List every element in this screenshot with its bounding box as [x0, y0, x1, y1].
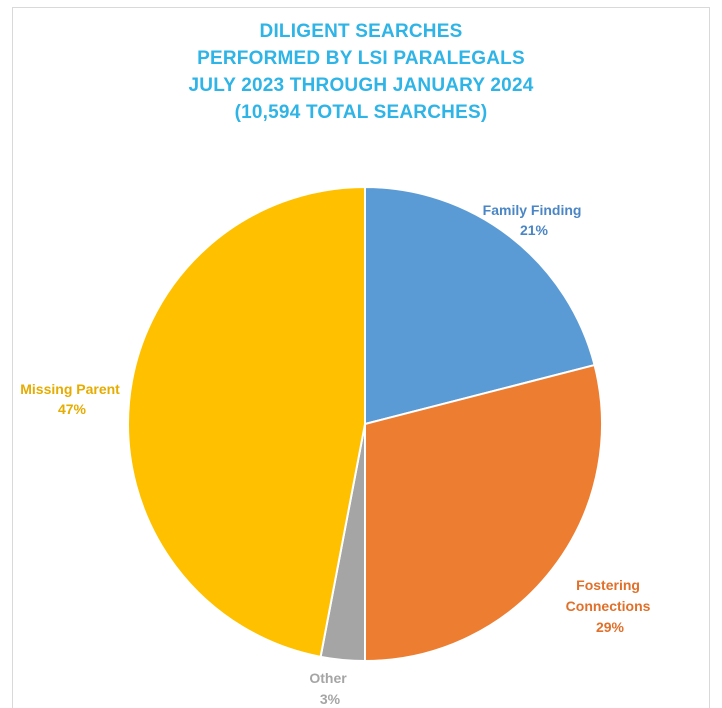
pie-slice-fostering-connections [364, 363, 603, 663]
label-fostering-connections-name-1: Fostering [576, 577, 640, 593]
chart-title: DILIGENT SEARCHES PERFORMED BY LSI PARAL… [0, 18, 722, 126]
pie-slice-missing-parent [127, 185, 366, 658]
chart-title-line-3: JULY 2023 THROUGH JANUARY 2024 [188, 75, 534, 96]
label-family-finding-value: 21% [520, 222, 549, 238]
label-missing-parent-name: Missing Parent [20, 381, 120, 397]
label-missing-parent-value: 47% [58, 401, 87, 417]
label-fostering-connections-name-2: Connections [566, 598, 651, 614]
chart-title-line-2: PERFORMED BY LSI PARALEGALS [197, 48, 525, 69]
label-other-name: Other [309, 670, 347, 686]
label-other-value: 3% [320, 691, 341, 707]
label-other: Other 3% [309, 670, 350, 707]
pie-slices [127, 185, 603, 663]
label-fostering-connections: Fostering Connections 29% [566, 577, 655, 635]
label-family-finding-name: Family Finding [483, 202, 582, 218]
label-fostering-connections-value: 29% [596, 619, 625, 635]
label-missing-parent: Missing Parent 47% [20, 381, 123, 417]
chart-title-line-1: DILIGENT SEARCHES [259, 21, 463, 42]
chart-title-line-4: (10,594 TOTAL SEARCHES) [234, 102, 488, 123]
pie-slice-family-finding [364, 185, 596, 426]
label-family-finding: Family Finding 21% [483, 202, 586, 238]
